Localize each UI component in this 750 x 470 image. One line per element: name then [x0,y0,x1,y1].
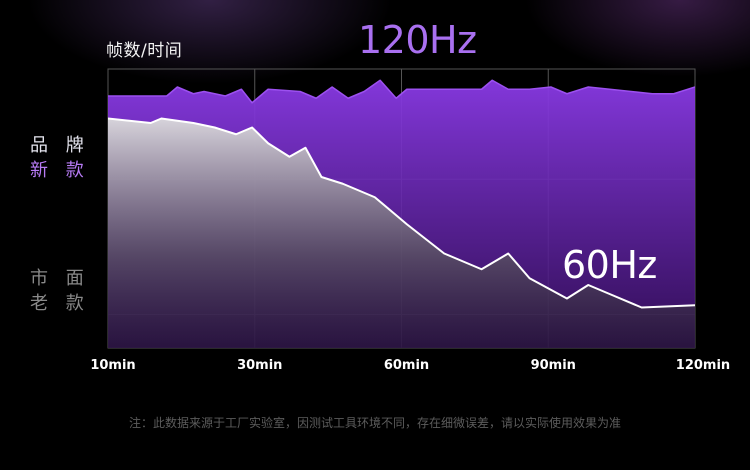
series-label-brand-new: 品 牌 新 款 [30,133,90,183]
data-point-market_old-15 [444,253,445,254]
x-tick-label-120min: 120min [675,358,731,373]
data-point-brand_new-25 [566,93,567,94]
data-point-market_old-12 [342,183,343,184]
data-point-brand_new-20 [481,89,482,90]
data-point-market_old-19 [566,298,567,299]
data-point-market_old-3 [177,120,178,121]
data-point-market_old-14 [406,224,407,225]
x-tick-label-10min: 10min [90,358,136,373]
data-point-market_old-21 [609,293,610,294]
series-label-brand-new-line1: 品 牌 [30,135,90,156]
data-point-brand_new-27 [652,93,653,94]
data-point-brand_new-13 [348,98,349,99]
data-point-market_old-8 [267,143,268,144]
data-point-brand_new-6 [225,95,226,96]
data-point-market_old-11 [321,176,322,177]
data-point-brand_new-2 [166,95,167,96]
data-point-brand_new-16 [396,98,397,99]
series-area-market_old [108,118,695,348]
data-point-brand_new-8 [251,102,252,103]
data-point-brand_new-7 [241,89,242,90]
data-point-brand_new-18 [417,89,418,90]
data-point-brand_new-5 [203,91,204,92]
data-point-brand_new-12 [332,86,333,87]
data-point-brand_new-23 [529,89,530,90]
data-point-brand_new-22 [508,89,509,90]
footnote: 注：此数据来源于工厂实验室，因测试工具环境不同，存在细微误差，请以实际使用效果为… [128,416,621,430]
data-point-brand_new-24 [550,86,551,87]
data-point-market_old-5 [214,127,215,128]
data-point-market_old-18 [529,278,530,279]
data-point-brand_new-3 [177,86,178,87]
data-point-brand_new-19 [454,89,455,90]
data-point-brand_new-14 [364,91,365,92]
data-point-market_old-17 [508,253,509,254]
data-point-market_old-6 [235,134,236,135]
data-point-market_old-10 [305,147,306,148]
x-tick-label-60min: 60min [383,358,430,373]
data-point-market_old-13 [374,197,375,198]
data-point-brand_new-11 [316,98,317,99]
data-point-market_old-22 [641,307,642,308]
data-point-brand_new-17 [406,89,407,90]
series-line-brand_new [108,79,695,104]
data-point-market_old-9 [289,156,290,157]
data-point-brand_new-15 [380,80,381,81]
y-axis-label: 帧数/时间 [106,41,183,61]
data-point-brand_new-1 [145,95,146,96]
x-tick-label-30min: 30min [237,358,283,373]
data-point-brand_new-21 [492,80,493,81]
series-label-market-old: 市 面 老 款 [30,266,90,316]
data-point-brand_new-9 [267,89,268,90]
data-point-market_old-16 [481,269,482,270]
data-point-market_old-2 [161,118,162,119]
series-label-market-old-line2: 老 款 [30,293,90,314]
data-point-market_old-1 [150,122,151,123]
data-point-market_old-7 [251,127,252,128]
chart-title-120hz: 120Hz [358,18,477,62]
series-label-market-old-line1: 市 面 [30,268,90,289]
data-point-brand_new-28 [673,93,674,94]
series-line-market_old [108,117,695,309]
data-point-market_old-4 [193,122,194,123]
data-point-brand_new-4 [193,93,194,94]
data-point-brand_new-26 [588,86,589,87]
data-point-brand_new-10 [300,91,301,92]
series-label-brand-new-line2: 新 款 [30,160,90,181]
annotation-60hz: 60Hz [562,243,657,287]
x-tick-label-90min: 90min [530,358,576,373]
